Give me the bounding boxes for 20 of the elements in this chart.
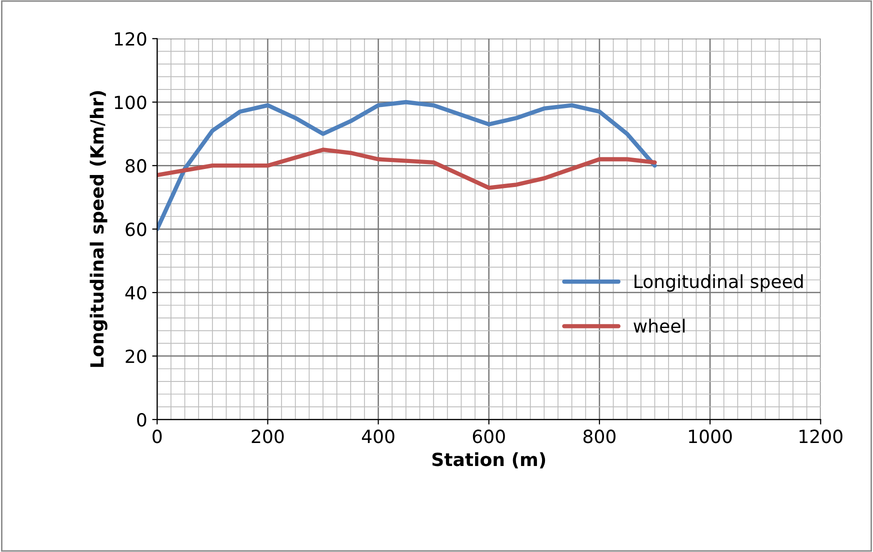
y-tick-label: 120: [114, 32, 146, 46]
line-series: [157, 100, 657, 232]
legend-label: Longitudinal speed: [634, 274, 803, 292]
x-axis-title: Station (m): [432, 452, 546, 468]
y-tick-label: 40: [125, 286, 146, 300]
x-tick-label: 200: [252, 430, 284, 444]
y-tick-label: 0: [137, 412, 146, 427]
x-tick-label: 0: [152, 430, 162, 444]
y-tick-label: 60: [126, 222, 146, 236]
line-series: [157, 148, 657, 190]
x-tick-label: 400: [362, 430, 394, 444]
y-tick-label: 100: [114, 96, 146, 110]
x-tick-label: 600: [472, 430, 505, 444]
legend-label: wheel: [634, 318, 685, 333]
x-tick-label: 800: [583, 430, 616, 444]
x-tick-label: 1200: [800, 430, 842, 444]
y-tick-label: 20: [126, 350, 146, 364]
y-axis-title: Longitudinal speed (Km/hr): [90, 91, 108, 367]
y-tick-label: 80: [126, 159, 146, 173]
x-tick-label: 1000: [689, 430, 732, 444]
